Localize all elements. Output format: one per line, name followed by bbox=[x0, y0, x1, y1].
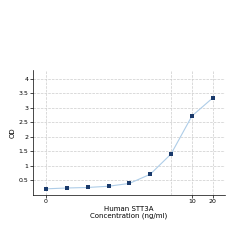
Point bbox=[65, 186, 69, 190]
Point bbox=[148, 172, 152, 176]
Point bbox=[211, 96, 215, 100]
X-axis label: Human STT3A
Concentration (ng/ml): Human STT3A Concentration (ng/ml) bbox=[90, 206, 168, 219]
Point bbox=[86, 186, 90, 190]
Point bbox=[169, 152, 173, 156]
Point bbox=[127, 182, 131, 186]
Y-axis label: OD: OD bbox=[10, 127, 16, 138]
Point bbox=[190, 114, 194, 118]
Point bbox=[44, 187, 48, 191]
Point bbox=[106, 184, 110, 188]
